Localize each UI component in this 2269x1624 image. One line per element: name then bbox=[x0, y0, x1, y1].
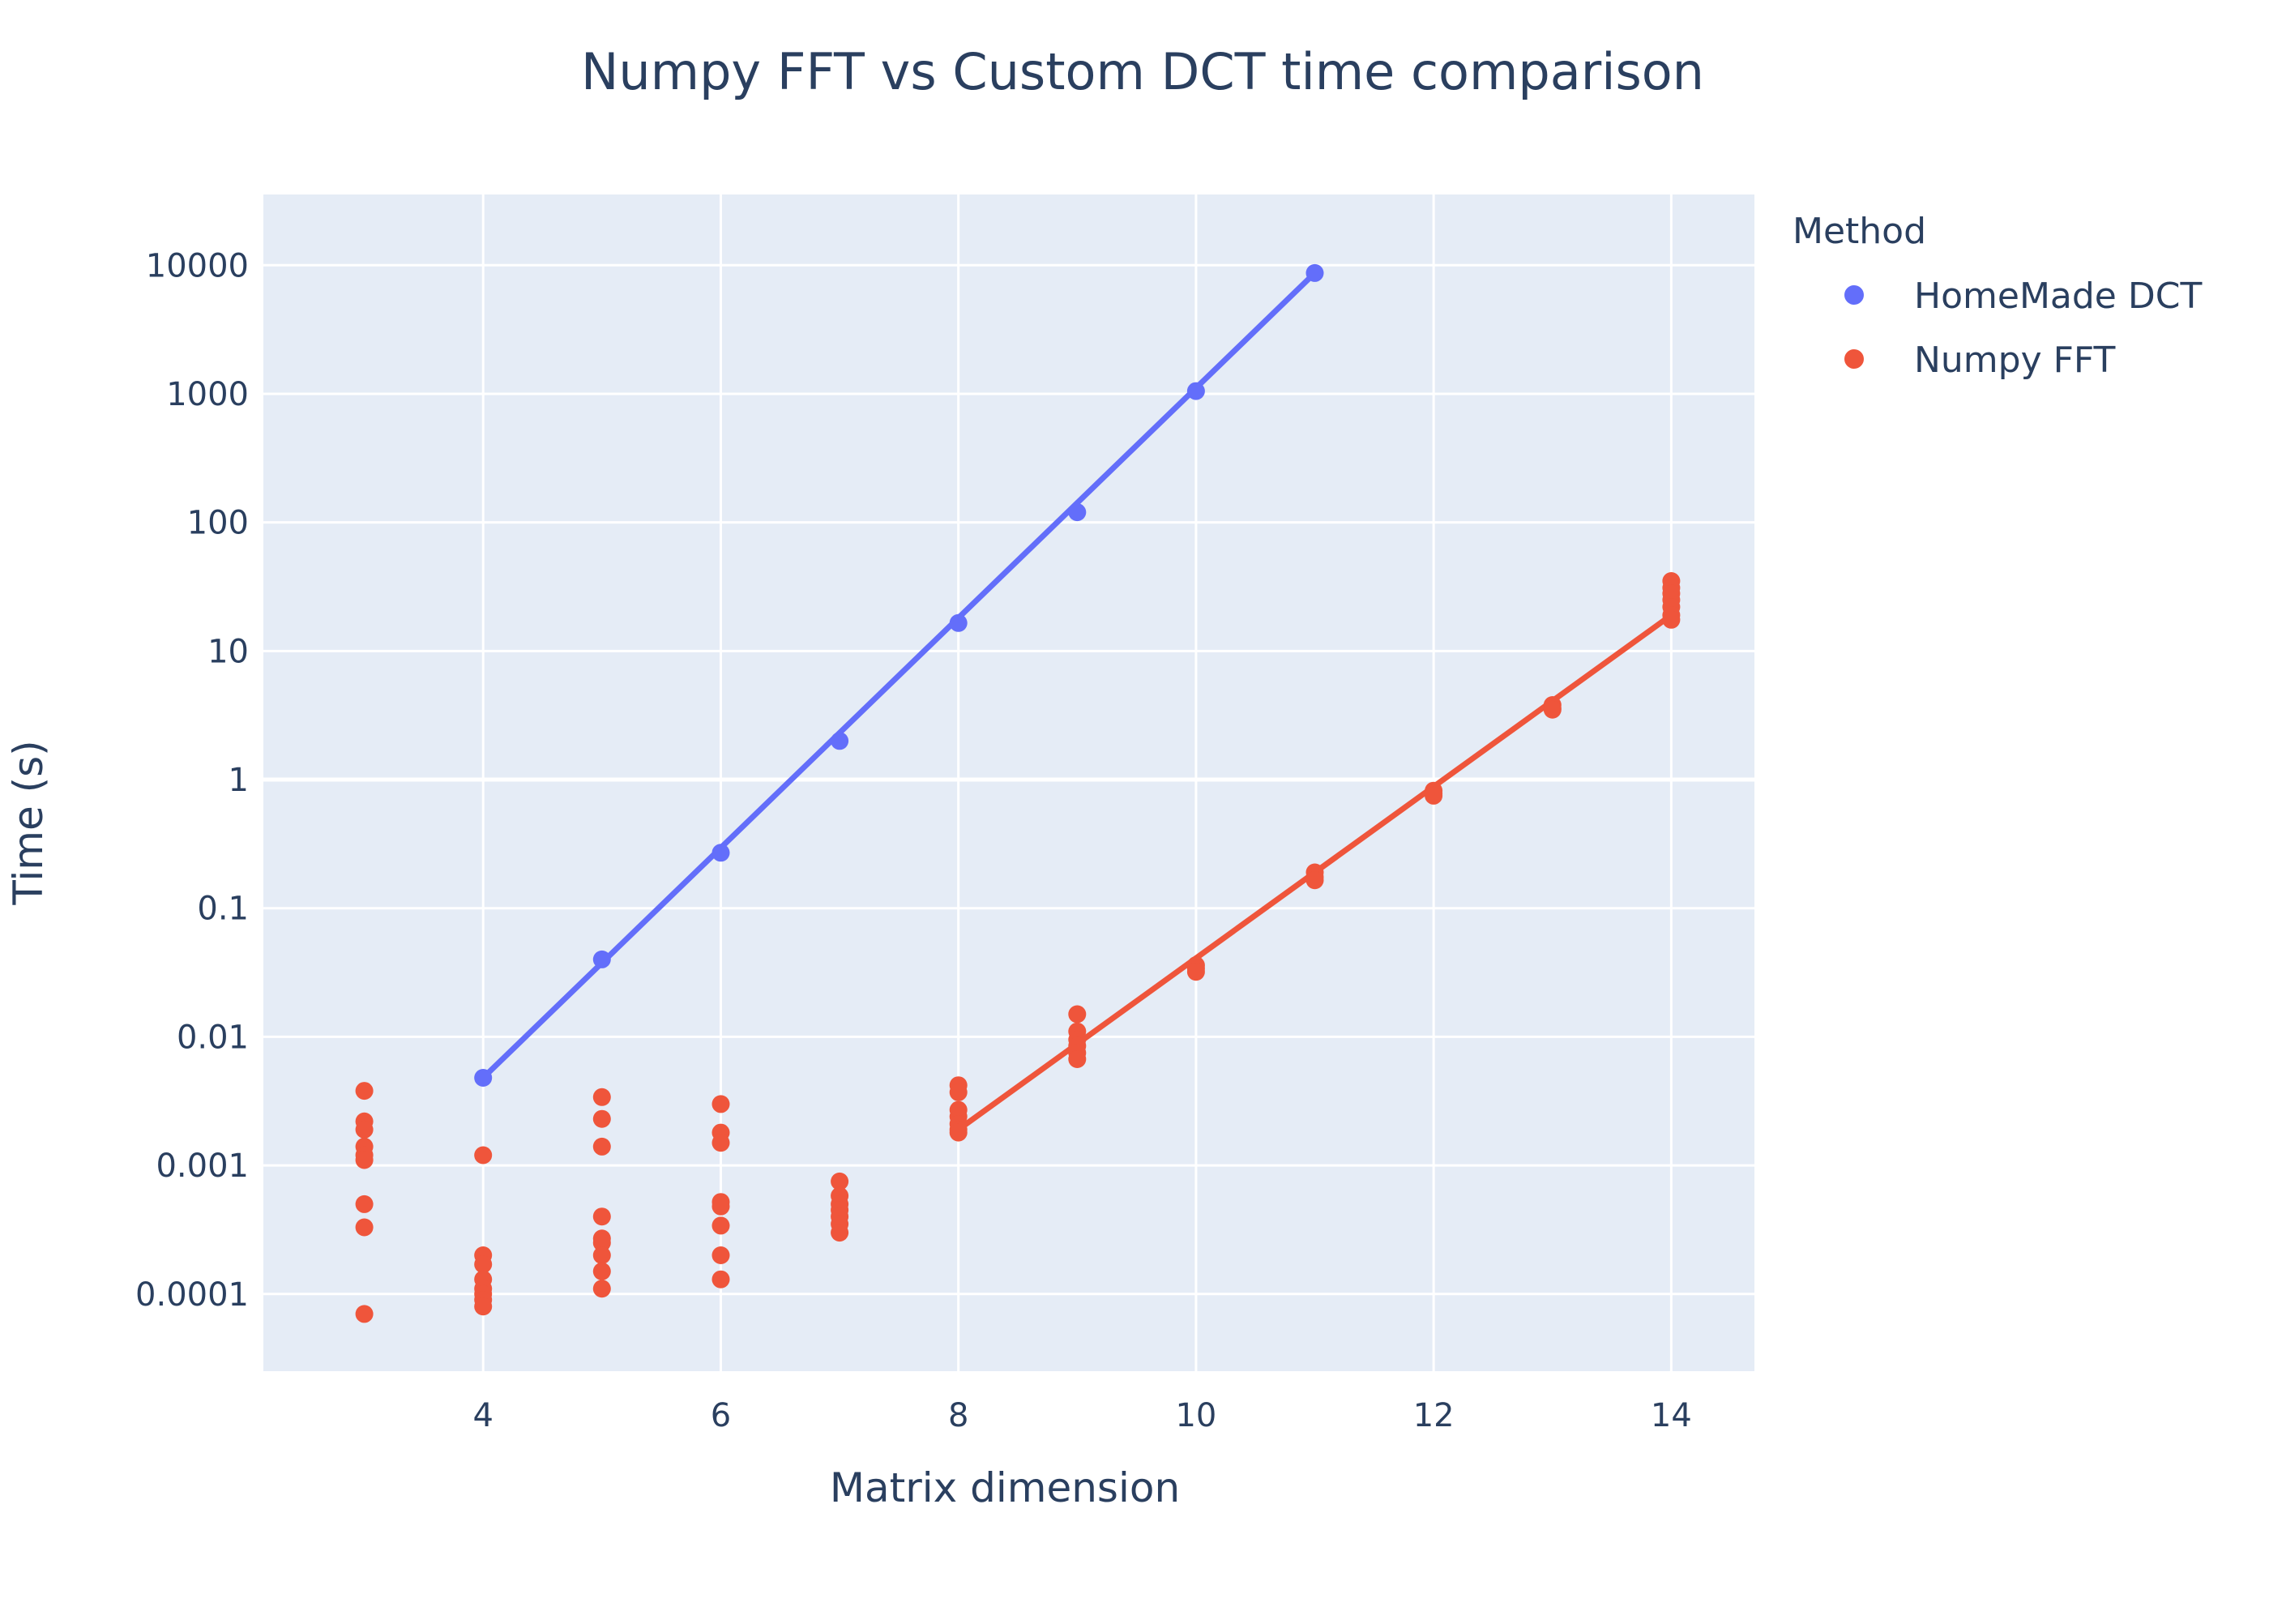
legend-marker-homemade-dct bbox=[1844, 285, 1864, 305]
data-point-numpy-fft[interactable] bbox=[355, 1120, 374, 1139]
legend-marker-numpy-fft bbox=[1844, 349, 1864, 369]
data-point-numpy-fft[interactable] bbox=[1068, 1005, 1087, 1024]
legend-label-numpy-fft: Numpy FFT bbox=[1914, 340, 2115, 381]
y-tick-label: 0.01 bbox=[177, 1019, 249, 1056]
legend: Method HomeMade DCT Numpy FFT bbox=[1793, 211, 2202, 381]
data-point-numpy-fft[interactable] bbox=[831, 1224, 849, 1242]
trend-line-homemade-dct bbox=[481, 271, 1317, 1080]
data-point-numpy-fft[interactable] bbox=[355, 1151, 374, 1169]
data-point-homemade-dct[interactable] bbox=[711, 844, 730, 862]
data-point-numpy-fft[interactable] bbox=[949, 1083, 968, 1101]
data-point-numpy-fft[interactable] bbox=[592, 1137, 611, 1156]
y-tick-label: 0.001 bbox=[156, 1147, 249, 1185]
y-tick-label: 0.0001 bbox=[135, 1276, 249, 1314]
plot-background bbox=[263, 194, 1754, 1371]
y-axis-label: Time (s) bbox=[5, 740, 52, 905]
y-tick-label: 10000 bbox=[146, 247, 249, 284]
data-point-homemade-dct[interactable] bbox=[1186, 382, 1205, 400]
data-point-numpy-fft[interactable] bbox=[711, 1246, 730, 1264]
tick-labels: 4 6 8 10 12 14 0.0001 0.001 0.01 0.1 1 10 100 1000 100… bbox=[135, 247, 1692, 1434]
data-point-numpy-fft[interactable] bbox=[711, 1270, 730, 1289]
data-point-numpy-fft[interactable] bbox=[1425, 786, 1443, 805]
data-point-numpy-fft[interactable] bbox=[1305, 871, 1324, 890]
x-tick-label: 8 bbox=[948, 1397, 968, 1434]
data-point-homemade-dct[interactable] bbox=[474, 1069, 493, 1087]
data-point-numpy-fft[interactable] bbox=[711, 1134, 730, 1152]
data-point-numpy-fft[interactable] bbox=[592, 1233, 611, 1252]
data-point-numpy-fft[interactable] bbox=[1662, 610, 1681, 629]
data-point-homemade-dct[interactable] bbox=[1068, 503, 1087, 522]
y-tick-label: 1 bbox=[229, 762, 249, 799]
data-point-homemade-dct[interactable] bbox=[949, 613, 968, 632]
data-point-homemade-dct[interactable] bbox=[1305, 263, 1324, 282]
x-tick-label: 12 bbox=[1413, 1397, 1455, 1434]
legend-item-numpy-fft[interactable]: Numpy FFT bbox=[1844, 340, 2115, 381]
y-tick-label: 10 bbox=[207, 633, 249, 670]
legend-title: Method bbox=[1793, 211, 1926, 252]
data-point-homemade-dct[interactable] bbox=[831, 732, 849, 750]
data-point-numpy-fft[interactable] bbox=[711, 1216, 730, 1235]
y-tick-label: 100 bbox=[187, 505, 249, 542]
data-point-numpy-fft[interactable] bbox=[1186, 963, 1205, 981]
data-point-numpy-fft[interactable] bbox=[592, 1207, 611, 1226]
legend-label-homemade-dct: HomeMade DCT bbox=[1914, 276, 2202, 317]
data-point-numpy-fft[interactable] bbox=[1068, 1050, 1087, 1068]
data-point-numpy-fft[interactable] bbox=[355, 1218, 374, 1237]
data-point-numpy-fft[interactable] bbox=[355, 1194, 374, 1213]
data-point-numpy-fft[interactable] bbox=[592, 1109, 611, 1128]
legend-item-homemade-dct[interactable]: HomeMade DCT bbox=[1844, 276, 2202, 317]
data-point-numpy-fft[interactable] bbox=[831, 1172, 849, 1190]
plot-area bbox=[263, 194, 1754, 1371]
data-point-numpy-fft[interactable] bbox=[474, 1297, 493, 1316]
data-point-numpy-fft[interactable] bbox=[949, 1123, 968, 1142]
chart-title: Numpy FFT vs Custom DCT time comparison bbox=[581, 42, 1704, 101]
data-point-numpy-fft[interactable] bbox=[592, 1262, 611, 1280]
y-tick-label: 1000 bbox=[166, 376, 249, 413]
data-point-numpy-fft[interactable] bbox=[474, 1146, 493, 1165]
y-tick-label: 0.1 bbox=[197, 891, 249, 928]
x-tick-label: 4 bbox=[473, 1397, 494, 1434]
x-tick-label: 10 bbox=[1175, 1397, 1216, 1434]
data-point-numpy-fft[interactable] bbox=[592, 1246, 611, 1264]
x-tick-label: 14 bbox=[1651, 1397, 1692, 1434]
x-axis-label: Matrix dimension bbox=[830, 1464, 1180, 1511]
data-point-numpy-fft[interactable] bbox=[711, 1197, 730, 1216]
data-points bbox=[355, 263, 1681, 1323]
data-point-numpy-fft[interactable] bbox=[592, 1280, 611, 1298]
data-point-numpy-fft[interactable] bbox=[1543, 700, 1562, 719]
x-tick-label: 6 bbox=[711, 1397, 731, 1434]
data-point-numpy-fft[interactable] bbox=[711, 1095, 730, 1113]
data-point-numpy-fft[interactable] bbox=[592, 1088, 611, 1106]
data-point-numpy-fft[interactable] bbox=[355, 1082, 374, 1100]
data-point-homemade-dct[interactable] bbox=[592, 950, 611, 968]
data-point-numpy-fft[interactable] bbox=[355, 1305, 374, 1323]
data-point-numpy-fft[interactable] bbox=[474, 1255, 493, 1274]
